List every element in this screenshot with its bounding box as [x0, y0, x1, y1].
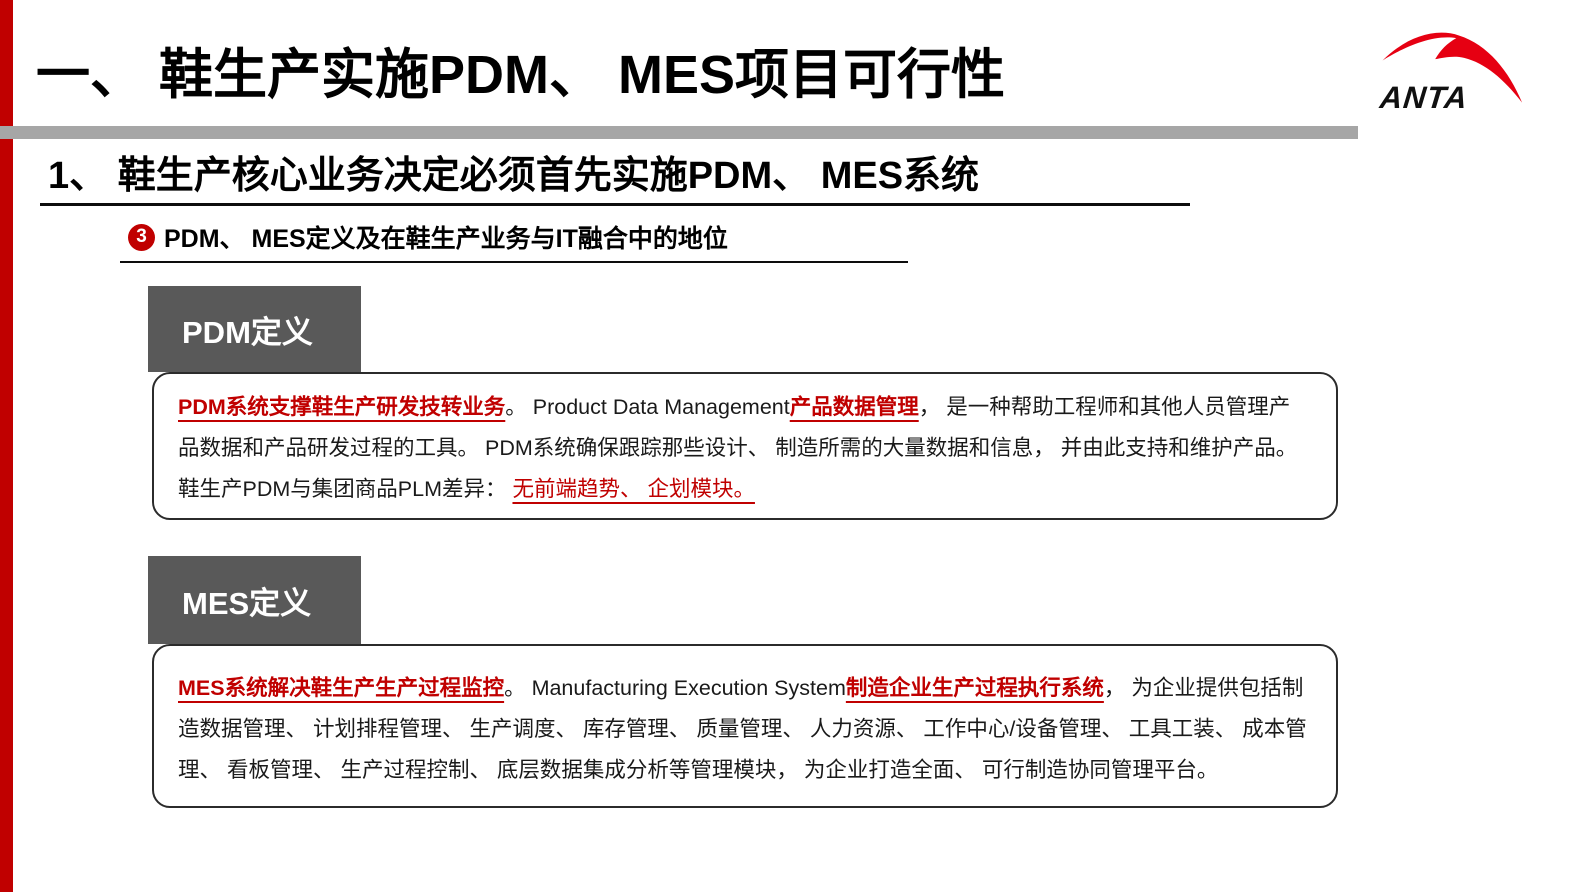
page-title: 一、 鞋生产实施PDM、 MES项目可行性: [36, 45, 1006, 105]
title-divider-bar: [0, 126, 1358, 139]
text-segment: PDM系统支撑鞋生产研发技转业务: [178, 395, 506, 419]
anta-logo-text: ANTA: [1378, 80, 1470, 115]
text-segment: 。 Product Data Management: [505, 395, 790, 419]
pdm-definition-tab: PDM定义: [148, 286, 361, 372]
text-segment: ， 是一种帮助工程师和其他人员管理产品数据和产品研发过程的工具。 PDM系统确保…: [178, 395, 1298, 501]
text-segment: MES系统解决鞋生产生产过程监控: [178, 676, 505, 700]
pdm-definition-box: PDM系统支撑鞋生产研发技转业务。 Product Data Managemen…: [152, 372, 1338, 520]
numbered-circle-badge: 3: [128, 223, 155, 251]
text-segment: ， 为企业提供包括制造数据管理、 计划排程管理、 生产调度、 库存管理、 质量管…: [178, 676, 1307, 782]
text-segment: 无前端趋势、 企划模块。: [512, 477, 755, 501]
mes-definition-box: MES系统解决鞋生产生产过程监控。 Manufacturing Executio…: [152, 644, 1338, 808]
text-segment: 制造企业生产过程执行系统: [845, 676, 1104, 700]
section-heading: 1、 鞋生产核心业务决定必须首先实施PDM、 MES系统: [48, 155, 980, 197]
topic-row: 3 PDM、 MES定义及在鞋生产业务与IT融合中的地位: [128, 219, 728, 255]
topic-label: PDM、 MES定义及在鞋生产业务与IT融合中的地位: [164, 225, 728, 253]
text-segment: 产品数据管理: [789, 395, 919, 419]
text-segment: 。 Manufacturing Execution System: [504, 676, 846, 700]
topic-underline: [120, 261, 908, 263]
left-accent-bar: [0, 0, 13, 892]
anta-swoosh-icon: [1382, 32, 1523, 103]
anta-logo: ANTA: [1372, 18, 1530, 124]
section-heading-underline: [40, 203, 1190, 206]
mes-definition-tab: MES定义: [148, 556, 361, 644]
